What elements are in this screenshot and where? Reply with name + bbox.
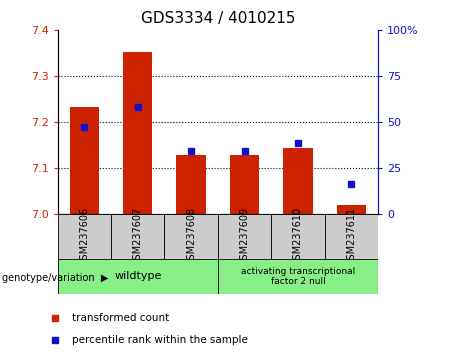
- Bar: [218, 259, 378, 294]
- Text: transformed count: transformed count: [72, 313, 169, 323]
- Bar: [58, 214, 111, 259]
- Bar: [283, 148, 313, 214]
- Text: genotype/variation  ▶: genotype/variation ▶: [2, 273, 109, 283]
- Bar: [271, 214, 325, 259]
- Bar: [58, 259, 218, 294]
- Text: GSM237609: GSM237609: [240, 207, 249, 266]
- Text: GSM237607: GSM237607: [133, 207, 143, 266]
- Text: wildtype: wildtype: [114, 272, 161, 281]
- Text: activating transcriptional
factor 2 null: activating transcriptional factor 2 null: [241, 267, 355, 286]
- Title: GDS3334 / 4010215: GDS3334 / 4010215: [141, 11, 295, 26]
- Bar: [70, 107, 99, 214]
- Text: GSM237608: GSM237608: [186, 207, 196, 266]
- Text: percentile rank within the sample: percentile rank within the sample: [72, 335, 248, 344]
- Bar: [165, 214, 218, 259]
- Bar: [177, 155, 206, 214]
- Bar: [230, 155, 259, 214]
- Text: GSM237606: GSM237606: [79, 207, 89, 266]
- Bar: [123, 52, 153, 214]
- Text: GSM237611: GSM237611: [346, 207, 356, 266]
- Bar: [218, 214, 271, 259]
- Bar: [111, 214, 165, 259]
- Text: GSM237610: GSM237610: [293, 207, 303, 266]
- Bar: [337, 205, 366, 214]
- Bar: [325, 214, 378, 259]
